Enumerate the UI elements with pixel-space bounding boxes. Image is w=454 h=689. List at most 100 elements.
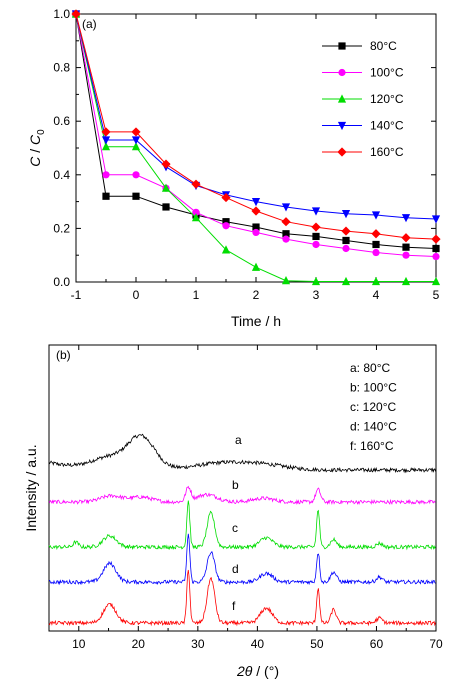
series-letter: d bbox=[232, 562, 239, 576]
data-point bbox=[432, 252, 440, 261]
panel-a-y-axis-title: C / C0 bbox=[27, 129, 47, 167]
legend-entry: a: 80°C bbox=[350, 361, 390, 375]
data-point bbox=[371, 229, 381, 239]
legend-marker bbox=[338, 42, 346, 50]
x-tick-label: -1 bbox=[71, 288, 82, 302]
data-point bbox=[402, 251, 410, 259]
data-point bbox=[431, 234, 441, 244]
x-tick-label: 70 bbox=[429, 637, 443, 651]
series-2 bbox=[71, 9, 441, 286]
panel-a-y-title-c: C bbox=[27, 156, 43, 167]
legend-entry: c: 120°C bbox=[350, 400, 396, 414]
data-point bbox=[161, 183, 171, 192]
data-point bbox=[131, 127, 141, 137]
panel-a-y-title-sep: / bbox=[27, 145, 43, 157]
x-tick-label: 3 bbox=[313, 288, 320, 302]
data-point bbox=[71, 9, 81, 19]
data-point bbox=[101, 127, 111, 137]
data-point bbox=[342, 236, 350, 245]
data-point bbox=[401, 233, 411, 243]
legend-entry: b: 100°C bbox=[350, 381, 397, 395]
legend-label: 80°C bbox=[370, 39, 397, 53]
legend-marker bbox=[338, 68, 346, 77]
series-1 bbox=[72, 10, 440, 261]
data-point bbox=[311, 222, 321, 232]
x-tick-label: 30 bbox=[191, 637, 205, 651]
data-point bbox=[221, 245, 231, 254]
series-letter: b bbox=[232, 478, 239, 492]
data-point bbox=[281, 217, 291, 227]
data-point bbox=[371, 211, 381, 220]
pattern-a bbox=[48, 433, 436, 474]
data-point bbox=[342, 244, 350, 253]
data-point bbox=[431, 215, 441, 224]
data-point bbox=[101, 142, 111, 151]
panel-a-x-axis-title: Time / h bbox=[231, 313, 281, 329]
data-point bbox=[221, 192, 231, 203]
data-point bbox=[251, 206, 261, 216]
panel-a-legend: 80°C 100°C 120°C 140°C 160°C bbox=[322, 39, 404, 159]
legend-marker bbox=[337, 121, 347, 131]
panel-a-series-group bbox=[71, 9, 441, 286]
data-point bbox=[401, 276, 411, 286]
data-point bbox=[102, 171, 110, 179]
pattern-f bbox=[48, 569, 436, 627]
x-tick-label: 20 bbox=[132, 637, 146, 651]
panel-a-x-axis: -1 0 1 2 3 4 5 bbox=[71, 14, 440, 302]
x-tick-label: 0 bbox=[133, 288, 140, 302]
data-point bbox=[282, 235, 290, 243]
data-point bbox=[131, 142, 141, 151]
data-point bbox=[191, 179, 201, 189]
series-0 bbox=[72, 10, 440, 253]
x-tick-label: 4 bbox=[373, 288, 380, 302]
series-4 bbox=[71, 9, 441, 244]
x-tick-label: 1 bbox=[193, 288, 200, 302]
pattern-line bbox=[48, 569, 436, 627]
legend-label: 100°C bbox=[370, 66, 404, 80]
data-point bbox=[432, 244, 440, 253]
data-point bbox=[311, 276, 321, 286]
data-point bbox=[312, 240, 320, 249]
data-point bbox=[402, 243, 410, 251]
data-point bbox=[311, 207, 321, 216]
data-point bbox=[161, 159, 171, 169]
panel-b-xrd-chart: (b) 10 20 30 40 50 60 70 a b c d f a: 80°C b: 100°C… bbox=[23, 344, 443, 679]
y-tick-label: 1.0 bbox=[53, 7, 70, 21]
panel-a-y-axis: 0.0 0.2 0.4 0.6 0.8 1.0 bbox=[53, 7, 436, 289]
x-tick-label: 40 bbox=[251, 637, 265, 651]
pattern-b bbox=[48, 485, 436, 506]
legend-entry: f: 160°C bbox=[350, 439, 394, 453]
pattern-d bbox=[48, 533, 436, 586]
data-point bbox=[101, 136, 111, 145]
data-point bbox=[132, 192, 140, 200]
data-point bbox=[191, 213, 201, 222]
data-point bbox=[132, 171, 140, 179]
data-point bbox=[372, 248, 380, 257]
pattern-line bbox=[48, 485, 436, 506]
panel-b-series-letters: a b c d f bbox=[232, 433, 242, 613]
x-tick-label: 50 bbox=[310, 637, 324, 651]
data-point bbox=[251, 262, 261, 271]
pattern-line bbox=[48, 433, 436, 474]
legend-marker bbox=[337, 147, 347, 157]
data-point bbox=[281, 203, 291, 212]
x-tick-label: 2 bbox=[253, 288, 260, 302]
panel-a-y-title-c0: C bbox=[27, 134, 43, 145]
series-letter: a bbox=[235, 433, 242, 447]
series-letter: c bbox=[232, 521, 238, 535]
data-point bbox=[162, 203, 170, 211]
x-tick-label: 5 bbox=[433, 288, 440, 302]
pattern-c bbox=[48, 500, 436, 551]
panel-a-decay-chart: (a) -1 0 1 2 3 4 5 0.0 0.2 0.4 0.6 0.8 1.0 80°C 100°… bbox=[27, 7, 441, 329]
y-tick-label: 0.2 bbox=[53, 221, 70, 235]
data-point bbox=[102, 192, 110, 200]
data-point bbox=[281, 276, 291, 285]
x-tick-label: 60 bbox=[370, 637, 384, 651]
panel-b-x-title-rest: / (°) bbox=[252, 663, 279, 679]
x-tick-label: 10 bbox=[72, 637, 86, 651]
panel-a-y-title-sub: 0 bbox=[36, 129, 47, 135]
data-point bbox=[372, 240, 380, 249]
panel-a-label: (a) bbox=[82, 17, 97, 31]
data-point bbox=[312, 232, 320, 241]
